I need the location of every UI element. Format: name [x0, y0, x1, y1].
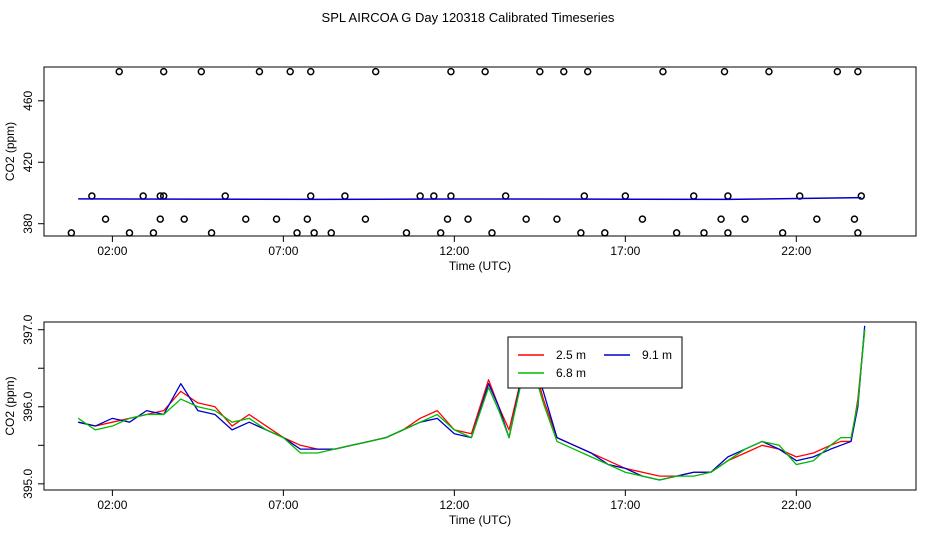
series-line-6-8-m	[77, 329, 866, 481]
x-tick-label: 17:00	[610, 498, 640, 512]
scatter-point	[221, 192, 229, 200]
scatter-point	[255, 67, 264, 76]
scatter-point	[689, 192, 698, 200]
scatter-point	[207, 229, 216, 237]
x-axis-label: Time (UTC)	[449, 259, 511, 273]
scatter-point	[765, 67, 773, 76]
y-tick-label: 460	[21, 90, 35, 110]
scatter-point	[464, 215, 472, 223]
scatter-point	[659, 67, 667, 76]
top-panel-scatter: 02:00 07:00 12:00 17:00 22:00 380 420 460 Time (…	[3, 66, 917, 273]
scatter-point	[857, 192, 866, 200]
scatter-point	[430, 192, 438, 200]
scatter-point	[717, 215, 725, 223]
x-tick-label: 07:00	[268, 498, 298, 512]
x-tick-label: 17:00	[610, 244, 640, 258]
scatter-point	[125, 229, 134, 237]
y-tick-label: 396.0	[21, 391, 35, 421]
scatter-point	[159, 67, 168, 76]
y-axis-label: CO2 (ppm)	[3, 376, 17, 435]
scatter-point	[522, 215, 530, 223]
series-line-9-1-m	[78, 325, 866, 481]
scatter-point	[371, 67, 380, 76]
scatter-point	[833, 67, 842, 76]
scatter-point	[638, 215, 647, 223]
scatter-point	[293, 229, 301, 237]
bottom-panel-lines: 02:00 07:00 12:00 17:00 22:00 395.0 396.0 397.0…	[3, 314, 917, 527]
scatter-point	[197, 67, 206, 76]
scatter-point	[327, 229, 335, 237]
scatter-point	[854, 229, 862, 237]
scatter-point	[583, 67, 592, 76]
scatter-point	[139, 192, 147, 200]
scatter-point	[447, 192, 455, 200]
y-tick-label: 380	[21, 213, 35, 233]
y-tick-label: 395.0	[21, 468, 35, 498]
scatter-point	[341, 192, 349, 200]
scatter-point	[180, 215, 188, 223]
x-tick-label: 02:00	[97, 498, 127, 512]
scatter-point	[672, 229, 681, 237]
scatter-point	[306, 192, 315, 200]
legend-box	[507, 336, 683, 389]
x-tick-label: 12:00	[439, 244, 469, 258]
legend-label: 6.8 m	[556, 366, 586, 380]
figure-title: SPL AIRCOA G Day 120318 Calibrated Times…	[322, 10, 615, 25]
scatter-point	[700, 229, 708, 237]
scatter-point	[303, 215, 312, 223]
y-tick-label: 420	[21, 152, 35, 172]
scatter-point	[436, 229, 445, 237]
scatter-point	[621, 192, 630, 200]
scatter-point	[850, 215, 859, 223]
scatter-point	[272, 215, 281, 223]
legend: 2.5 m 9.1 m 6.8 m	[507, 336, 683, 389]
scatter-point	[560, 67, 568, 76]
scatter-point	[536, 67, 544, 76]
x-tick-label: 22:00	[781, 498, 811, 512]
legend-label: 9.1 m	[642, 348, 672, 362]
plot-frame	[43, 66, 917, 237]
scatter-point	[488, 229, 496, 237]
scatter-point	[286, 67, 294, 76]
scatter-point	[720, 67, 729, 76]
scatter-point	[310, 229, 318, 237]
legend-label: 2.5 m	[556, 348, 586, 362]
series-line	[78, 196, 862, 201]
scatter-point	[580, 192, 589, 200]
scatter-point	[724, 192, 732, 200]
scatter-point	[501, 192, 510, 200]
scatter-point	[242, 215, 250, 223]
scatter-point	[306, 67, 315, 76]
scatter-point	[741, 215, 749, 223]
scatter-point	[101, 215, 110, 223]
x-tick-label: 22:00	[781, 244, 811, 258]
scatter-point	[854, 67, 862, 76]
x-tick-label: 07:00	[268, 244, 298, 258]
scatter-point	[115, 67, 123, 76]
x-axis-label: Time (UTC)	[449, 513, 511, 527]
scatter-point	[577, 229, 585, 237]
scatter-point	[447, 67, 455, 76]
scatter-point	[443, 215, 452, 223]
plot-frame	[43, 321, 917, 491]
x-tick-label: 02:00	[97, 244, 127, 258]
series-line-2-5-m	[78, 329, 866, 477]
x-tick-label: 12:00	[439, 498, 469, 512]
scatter-point	[402, 229, 411, 237]
scatter-point	[361, 215, 370, 223]
scatter-point	[149, 229, 158, 237]
scatter-point	[601, 229, 609, 237]
scatter-point	[156, 215, 165, 223]
y-axis-label: CO2 (ppm)	[3, 122, 17, 181]
scatter-point	[553, 215, 561, 223]
scatter-point	[778, 229, 787, 237]
scatter-point	[813, 215, 821, 223]
scatter-point	[416, 192, 424, 200]
scatter-point	[724, 229, 732, 237]
scatter-point	[67, 229, 76, 237]
scatter-point	[481, 67, 489, 76]
y-tick-label: 397.0	[21, 314, 35, 344]
